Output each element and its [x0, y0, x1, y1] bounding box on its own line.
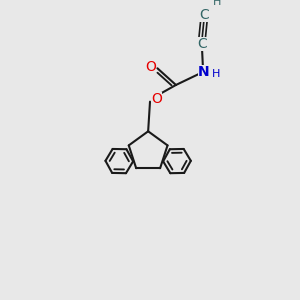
Text: H: H — [212, 0, 221, 7]
Text: C: C — [197, 37, 207, 51]
Text: N: N — [198, 65, 210, 79]
Text: H: H — [212, 69, 220, 79]
Text: O: O — [151, 92, 162, 106]
Text: O: O — [146, 60, 156, 74]
Text: C: C — [199, 8, 208, 22]
